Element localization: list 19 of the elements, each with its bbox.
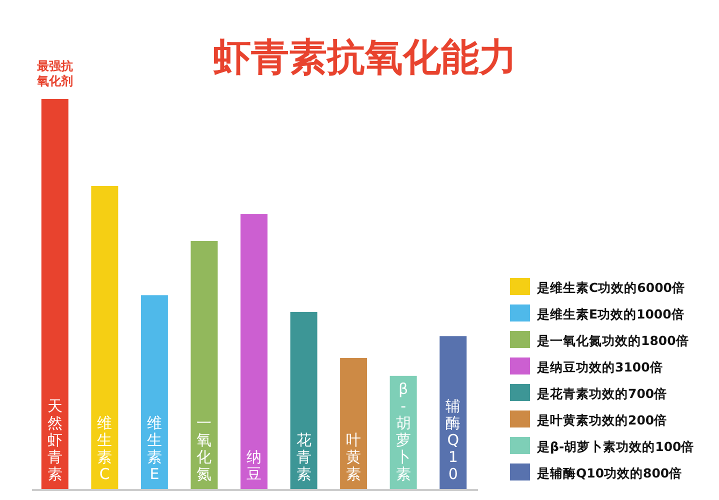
x-tick-label: 纳豆 (246, 448, 262, 483)
x-tick-label: 辅酶Q10 (446, 397, 461, 483)
x-tick-label: 一氧化氮 (196, 414, 212, 483)
legend-label: 是维生素E功效的1000倍 (536, 306, 684, 322)
legend-label: 是β-胡萝卜素功效的100倍 (536, 439, 694, 454)
chart-title: 虾青素抗氧化能力 (213, 35, 517, 79)
legend-label: 是一氧化氮功效的1800倍 (536, 333, 689, 348)
legend-label: 是维生素C功效的6000倍 (536, 280, 685, 295)
x-tick-label: 叶黄素 (346, 431, 362, 483)
legend-label: 是纳豆功效的3100倍 (536, 360, 663, 374)
x-tick-label: β-胡萝卜素 (396, 380, 411, 483)
legend-label: 是花青素功效的700倍 (536, 386, 668, 401)
x-tick-label: 花青素 (296, 431, 312, 483)
x-tick-label: 天然虾青素 (47, 397, 62, 483)
x-tick-label: 维生素E (146, 414, 162, 483)
legend-label: 是辅酶Q10功效的800倍 (536, 466, 682, 480)
x-tick-label: 维生素C (97, 414, 112, 483)
legend-label: 是叶黄素功效的200倍 (536, 412, 668, 428)
annotation: 最强抗氧化剂 (36, 59, 74, 89)
